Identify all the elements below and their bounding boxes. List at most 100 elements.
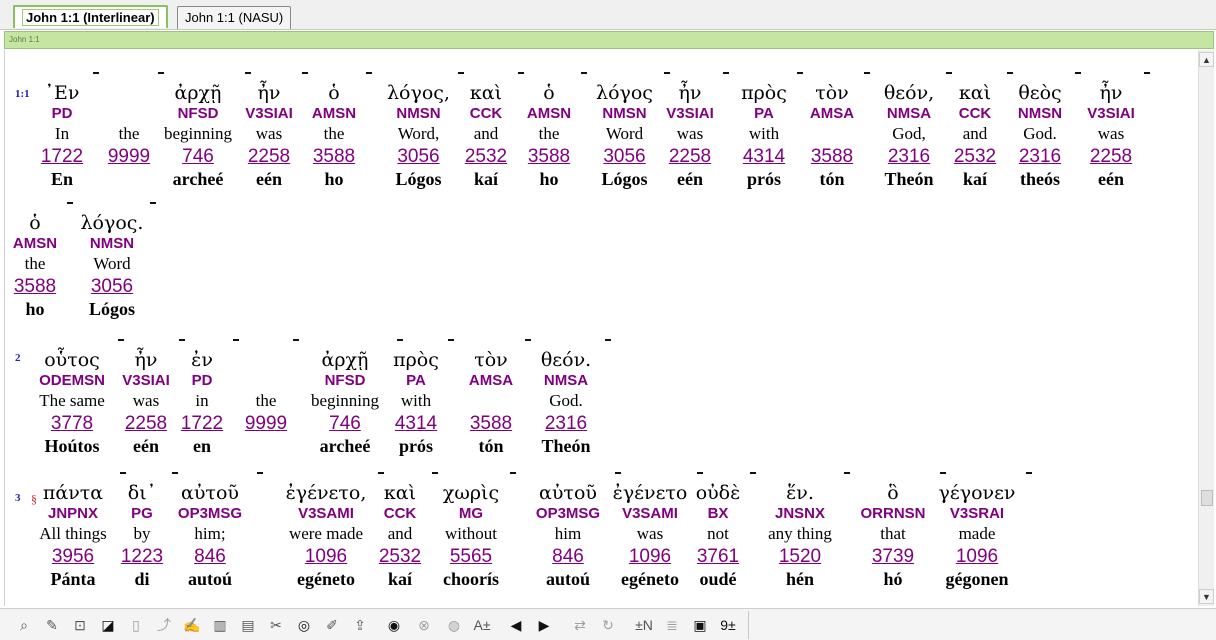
strongs-link[interactable]: 3956	[51, 546, 95, 567]
greek-word[interactable]: θεόν,	[883, 82, 935, 104]
interlinear-word[interactable]: the 9999	[241, 349, 291, 457]
strongs-link[interactable]: 3588	[469, 413, 513, 434]
strongs-link[interactable]: 2316	[1018, 146, 1062, 167]
verse-number[interactable]: 1:1	[15, 88, 30, 100]
greek-word[interactable]	[102, 82, 156, 104]
interlinear-word[interactable]: χωρὶς MG without 5565 choorís	[434, 482, 508, 590]
interlinear-word[interactable]: ἐγένετο V3SAMI was 1096 egéneto	[605, 482, 695, 590]
interlinear-word[interactable]: λόγος. NMSN Word 3056 Lógos	[76, 212, 148, 320]
strongs-link[interactable]: 1096	[628, 546, 672, 567]
strongs-link[interactable]: 4314	[394, 413, 438, 434]
edit-icon[interactable]: ✐	[326, 617, 338, 633]
strongs-link[interactable]: 846	[552, 546, 584, 567]
dark-circle-icon[interactable]: ◉	[387, 617, 401, 633]
export-icon[interactable]: ⇪	[354, 617, 366, 633]
greek-word[interactable]: αὐτοῦ	[181, 482, 239, 504]
interlinear-word[interactable]: ἦν V3SIAI was 2258 eén	[1080, 82, 1142, 190]
interlinear-word[interactable]: ἦν V3SIAI was 2258 eén	[115, 349, 177, 457]
strongs-link[interactable]: 9999	[107, 146, 151, 167]
strongs-link[interactable]: 3588	[527, 146, 571, 167]
audio-icon[interactable]: ◍	[447, 617, 461, 633]
interlinear-word[interactable]: οὐδὲ BX not 3761 oudé	[688, 482, 748, 590]
greek-word[interactable]: ᾿Εν	[44, 82, 80, 104]
link-icon[interactable]: ✂	[270, 617, 282, 633]
greek-word[interactable]: ἕν.	[786, 482, 814, 504]
word-study-icon[interactable]: ✍	[183, 617, 201, 633]
interlinear-word[interactable]: ἐγένετο, V3SAMI were made 1096 egéneto	[276, 482, 376, 590]
strongs-link[interactable]: 3056	[603, 146, 646, 167]
split-icon[interactable]: ⇄	[574, 617, 586, 633]
interlinear-word[interactable]: ἀρχῇ NFSD beginning 746 archeé	[153, 82, 243, 190]
frame-icon[interactable]: ▣	[693, 617, 707, 633]
cancel-icon[interactable]: ⊗	[418, 617, 430, 633]
strongs-link[interactable]: 3739	[871, 546, 915, 567]
copy-icon[interactable]: ▯	[132, 617, 140, 633]
interlinear-word[interactable]: τὸν AMSA 3588 tón	[802, 82, 862, 190]
interlinear-pane[interactable]: 1:1 ᾿Εν PD In 1722 En the 9999 ἀρχῇ NFSD beginning…	[4, 50, 1198, 606]
strongs-link[interactable]: 2258	[1089, 146, 1133, 167]
interlinear-word[interactable]: καὶ CCK and 2532 kaí	[456, 82, 516, 190]
greek-word[interactable]: ὁ	[543, 82, 555, 104]
strongs-link[interactable]: 2532	[464, 146, 508, 167]
verse-number[interactable]: 2	[15, 352, 21, 364]
greek-word[interactable]: ἐγένετο	[612, 482, 688, 504]
interlinear-word[interactable]: αὐτοῦ OP3MSG him; 846 autoú	[165, 482, 255, 590]
strongs-link[interactable]: 3588	[13, 276, 57, 297]
greek-word[interactable]: χωρὶς	[442, 482, 500, 504]
verse-number[interactable]: 3	[15, 492, 21, 504]
greek-word[interactable]: πρὸς	[741, 82, 787, 104]
interlinear-word[interactable]: δι᾿ PG by 1223 di	[114, 482, 170, 590]
list-icon[interactable]: ≣	[666, 617, 678, 633]
greek-word[interactable]: καὶ	[958, 82, 992, 104]
strongs-link[interactable]: 746	[182, 146, 214, 167]
greek-word[interactable]: θεόν.	[540, 349, 592, 371]
strongs-link[interactable]: 1096	[955, 546, 999, 567]
zoom-icon[interactable]: ⊡	[74, 617, 86, 633]
strongs-link[interactable]: 9999	[244, 413, 288, 434]
interlinear-word[interactable]: γέγονεν V3SRAI made 1096 gégonen	[930, 482, 1024, 590]
interlinear-word[interactable]: καὶ CCK and 2532 kaí	[945, 82, 1005, 190]
highlight-icon[interactable]: ⤴	[157, 617, 171, 633]
greek-word[interactable]: ἦν	[257, 82, 281, 104]
interlinear-word[interactable]: θεὸς NMSN God. 2316 theós	[1007, 82, 1073, 190]
strongs-link[interactable]: 1520	[778, 546, 822, 567]
greek-word[interactable]: λόγος.	[80, 212, 144, 234]
strongs-link[interactable]: 846	[194, 546, 226, 567]
interlinear-toggle-icon[interactable]: ±N	[635, 617, 653, 633]
greek-word[interactable]: ἦν	[134, 349, 158, 371]
interlinear-word[interactable]: ὃ ORRNSN that 3739 hó	[848, 482, 938, 590]
interlinear-word[interactable]: ὁ AMSN the 3588 ho	[304, 82, 364, 190]
interlinear-word[interactable]: θεόν. NMSA God. 2316 Theón	[529, 349, 603, 457]
navigate-icon[interactable]: ◪	[101, 617, 115, 633]
interlinear-word[interactable]: ᾿Εν PD In 1722 En	[33, 82, 91, 190]
greek-word[interactable]: καὶ	[469, 82, 503, 104]
interlinear-word[interactable]: ἦν V3SIAI was 2258 eén	[238, 82, 300, 190]
greek-word[interactable]: ἐγένετο,	[285, 482, 367, 504]
font-size-icon[interactable]: A±	[473, 617, 491, 633]
strongs-link[interactable]: 1223	[120, 546, 164, 567]
greek-word[interactable]: ὁ	[328, 82, 340, 104]
interlinear-word[interactable]: ἦν V3SIAI was 2258 eén	[659, 82, 721, 190]
greek-word[interactable]: ἐν	[191, 349, 213, 371]
greek-word[interactable]: πρὸς	[393, 349, 439, 371]
greek-word[interactable]: οὐδὲ	[695, 482, 741, 504]
greek-word[interactable]	[241, 349, 291, 371]
notes-icon[interactable]: ▤	[241, 617, 255, 633]
greek-word[interactable]: ἀρχῇ	[174, 82, 222, 104]
greek-word[interactable]: δι᾿	[127, 482, 157, 504]
tab-interlinear[interactable]: John 1:1 (Interlinear)	[13, 5, 168, 28]
strongs-link[interactable]: 2258	[124, 413, 168, 434]
greek-word[interactable]: λόγος,	[387, 82, 450, 104]
strongs-link[interactable]: 3778	[50, 413, 94, 434]
strongs-link[interactable]: 746	[329, 413, 361, 434]
greek-word[interactable]: λόγος	[596, 82, 653, 104]
strongs-link[interactable]: 2532	[953, 146, 997, 167]
interlinear-word[interactable]: καὶ CCK and 2532 kaí	[370, 482, 430, 590]
strongs-link[interactable]: 2316	[544, 413, 588, 434]
scroll-up-icon[interactable]: ▲	[1199, 52, 1214, 67]
strongs-link[interactable]: 1722	[180, 413, 224, 434]
strongs-link[interactable]: 1722	[40, 146, 84, 167]
strongs-link[interactable]: 2532	[378, 546, 422, 567]
interlinear-word[interactable]: πάντα JNPNX All things 3956 Pánta	[28, 482, 118, 590]
interlinear-word[interactable]: the 9999	[102, 82, 156, 190]
